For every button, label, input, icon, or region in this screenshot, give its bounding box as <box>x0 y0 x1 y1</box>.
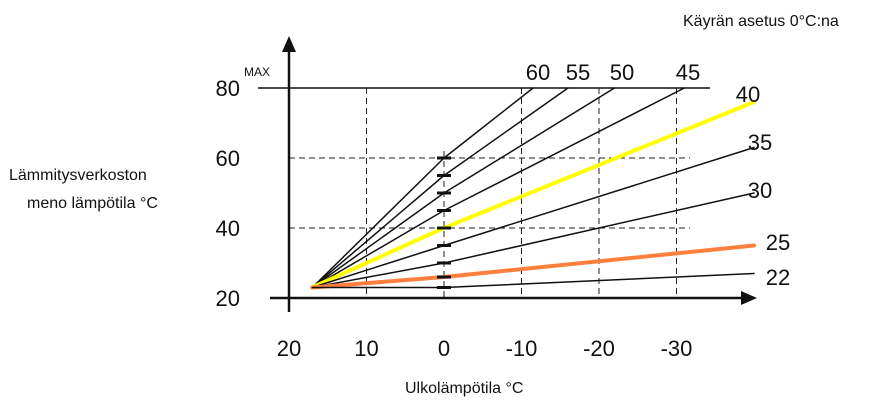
x-axis-arrow <box>741 291 757 305</box>
axis-layer <box>270 36 757 312</box>
x-tick-label-20: 20 <box>277 336 301 361</box>
series-label-55: 55 <box>566 60 590 85</box>
series-label-50: 50 <box>610 60 634 85</box>
series-label-45: 45 <box>676 60 700 85</box>
chart-title: Käyrän asetus 0°C:na <box>683 13 839 30</box>
y-tick-label-60: 60 <box>216 146 240 171</box>
y-axis-label-line-1: Lämmitysverkoston <box>9 167 147 184</box>
series-label-40: 40 <box>736 82 760 107</box>
label-layer: Käyrän asetus 0°C:na Lämmitysverkoston m… <box>9 13 839 397</box>
y-axis-label-line-2: meno lämpötila °C <box>27 195 158 212</box>
y-tick-label-80: 80 <box>216 76 240 101</box>
series-label-22: 22 <box>766 265 790 290</box>
series-label-30: 30 <box>748 178 772 203</box>
x-tick-label-m10: -10 <box>506 336 538 361</box>
series-label-60: 60 <box>526 60 550 85</box>
series-label-35: 35 <box>748 130 772 155</box>
series-layer <box>310 87 756 290</box>
grid-layer <box>258 87 710 298</box>
curve-55 <box>311 87 569 289</box>
curve-50 <box>311 87 616 289</box>
curve-60 <box>311 87 534 289</box>
x-tick-label-m20: -20 <box>583 336 615 361</box>
x-tick-label-0: 0 <box>438 336 450 361</box>
series-label-25: 25 <box>766 230 790 255</box>
y-tick-label-40: 40 <box>216 216 240 241</box>
x-tick-label-10: 10 <box>354 336 378 361</box>
x-axis-label: Ulkolämpötila °C <box>405 380 523 397</box>
y-axis-arrow <box>282 36 296 52</box>
x-tick-label-m30: -30 <box>661 336 693 361</box>
y-max-label: MAX <box>244 65 270 79</box>
curve-40 <box>310 100 756 290</box>
y-tick-label-20: 20 <box>216 286 240 311</box>
